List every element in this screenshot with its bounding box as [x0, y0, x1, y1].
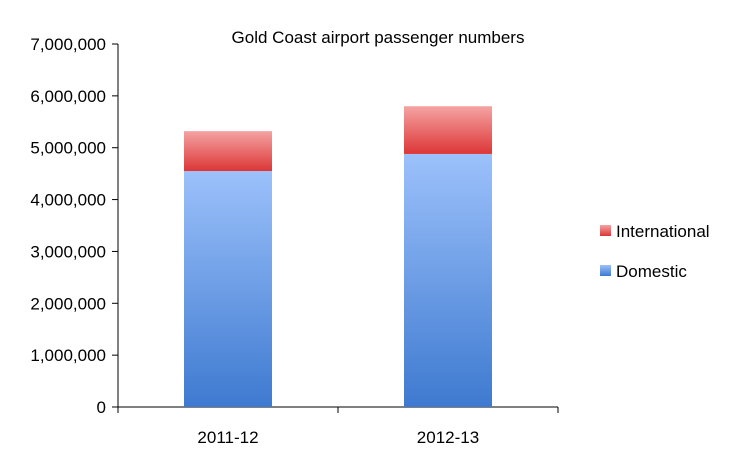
y-tick-label: 0 [97, 398, 106, 417]
bars [184, 106, 492, 407]
bar-domestic-2011-12 [184, 171, 272, 407]
x-tick-label: 2012-13 [417, 428, 479, 447]
y-tick-label: 2,000,000 [30, 294, 106, 313]
y-axis: 0 1,000,000 2,000,000 3,000,000 4,000,000 5,0… [30, 35, 119, 417]
y-tick-label: 5,000,000 [30, 139, 106, 158]
legend: International Domestic [600, 222, 710, 281]
legend-swatch-domestic [600, 265, 611, 276]
y-tick-label: 7,000,000 [30, 35, 106, 54]
x-axis: 2011-12 2012-13 [117, 406, 559, 447]
y-tick-label: 4,000,000 [30, 191, 106, 210]
chart-title: Gold Coast airport passenger numbers [232, 28, 525, 47]
x-tick-label: 2011-12 [197, 428, 258, 447]
y-tick-label: 1,000,000 [30, 346, 106, 365]
bar-domestic-2012-13 [404, 153, 492, 407]
bar-international-2012-13 [404, 106, 492, 154]
y-tick-label: 3,000,000 [30, 242, 106, 261]
legend-label-domestic: Domestic [616, 262, 687, 281]
y-tick-label: 6,000,000 [30, 87, 106, 106]
legend-swatch-international [600, 225, 611, 236]
bar-international-2011-12 [184, 131, 272, 172]
legend-label-international: International [616, 222, 710, 241]
